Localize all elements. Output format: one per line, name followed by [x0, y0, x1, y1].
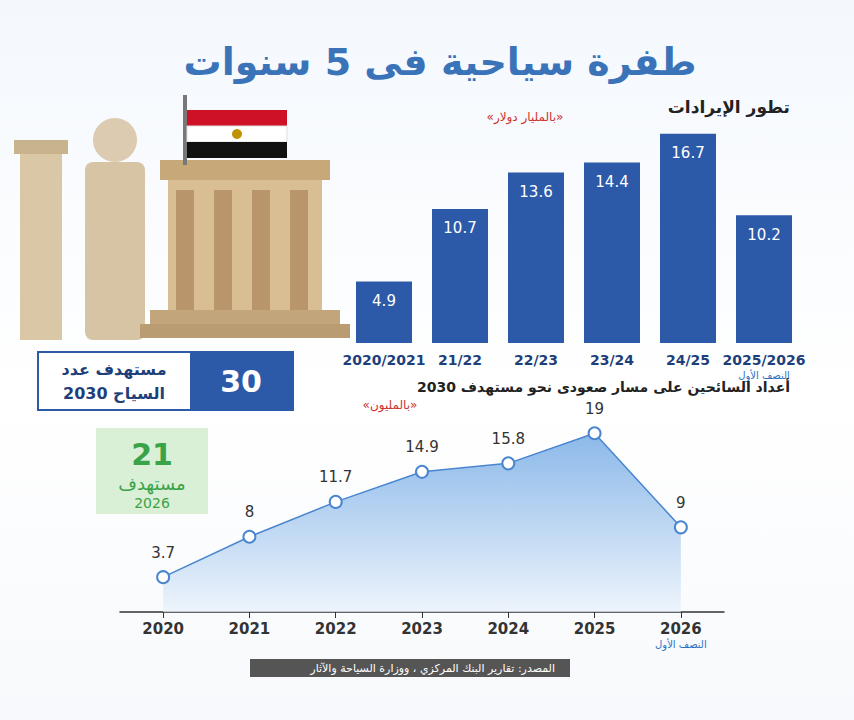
svg-text:14.9: 14.9	[405, 438, 438, 456]
svg-text:مستهدف عدد: مستهدف عدد	[61, 360, 166, 379]
svg-text:السياح 2030: السياح 2030	[63, 384, 165, 403]
svg-text:8: 8	[245, 503, 255, 521]
svg-text:4.9: 4.9	[372, 292, 396, 310]
svg-text:2026: 2026	[660, 620, 702, 638]
svg-text:2025/2026: 2025/2026	[722, 352, 805, 368]
svg-text:المصدر: تقارير البنك المركزي ،: المصدر: تقارير البنك المركزي ، ووزارة ال…	[309, 662, 555, 675]
svg-text:«بالمليون»: «بالمليون»	[363, 398, 418, 413]
svg-text:مستهدف: مستهدف	[118, 473, 186, 495]
svg-text:تطور الإيرادات: تطور الإيرادات	[668, 97, 790, 118]
svg-text:طفرة سياحية فى 5 سنوات: طفرة سياحية فى 5 سنوات	[184, 40, 697, 84]
svg-text:10.2: 10.2	[747, 226, 780, 244]
svg-text:19: 19	[585, 400, 604, 418]
svg-text:30: 30	[220, 364, 262, 399]
svg-text:«بالمليار دولار»: «بالمليار دولار»	[487, 110, 564, 125]
svg-text:النصف الأول: النصف الأول	[655, 638, 707, 651]
svg-text:أعداد السائحين على مسار صعودى: أعداد السائحين على مسار صعودى نحو مستهدف…	[417, 378, 790, 396]
svg-text:15.8: 15.8	[492, 430, 525, 448]
svg-text:16.7: 16.7	[671, 144, 704, 162]
svg-text:3.7: 3.7	[151, 544, 175, 562]
svg-text:10.7: 10.7	[443, 219, 476, 237]
svg-text:21: 21	[131, 437, 173, 472]
svg-text:2021: 2021	[229, 620, 271, 638]
svg-text:23/24: 23/24	[590, 352, 634, 368]
svg-text:13.6: 13.6	[519, 183, 552, 201]
svg-text:2026: 2026	[134, 495, 170, 511]
svg-text:2020/2021: 2020/2021	[342, 352, 425, 368]
svg-text:2023: 2023	[401, 620, 443, 638]
svg-text:24/25: 24/25	[666, 352, 710, 368]
svg-text:2020: 2020	[142, 620, 184, 638]
svg-text:11.7: 11.7	[319, 468, 352, 486]
svg-text:14.4: 14.4	[595, 173, 628, 191]
svg-text:2024: 2024	[487, 620, 529, 638]
svg-text:2022: 2022	[315, 620, 357, 638]
svg-text:9: 9	[676, 494, 686, 512]
svg-text:2025: 2025	[574, 620, 616, 638]
svg-text:21/22: 21/22	[438, 352, 482, 368]
svg-text:22/23: 22/23	[514, 352, 558, 368]
svg-text:النصف الأول: النصف الأول	[738, 370, 790, 381]
